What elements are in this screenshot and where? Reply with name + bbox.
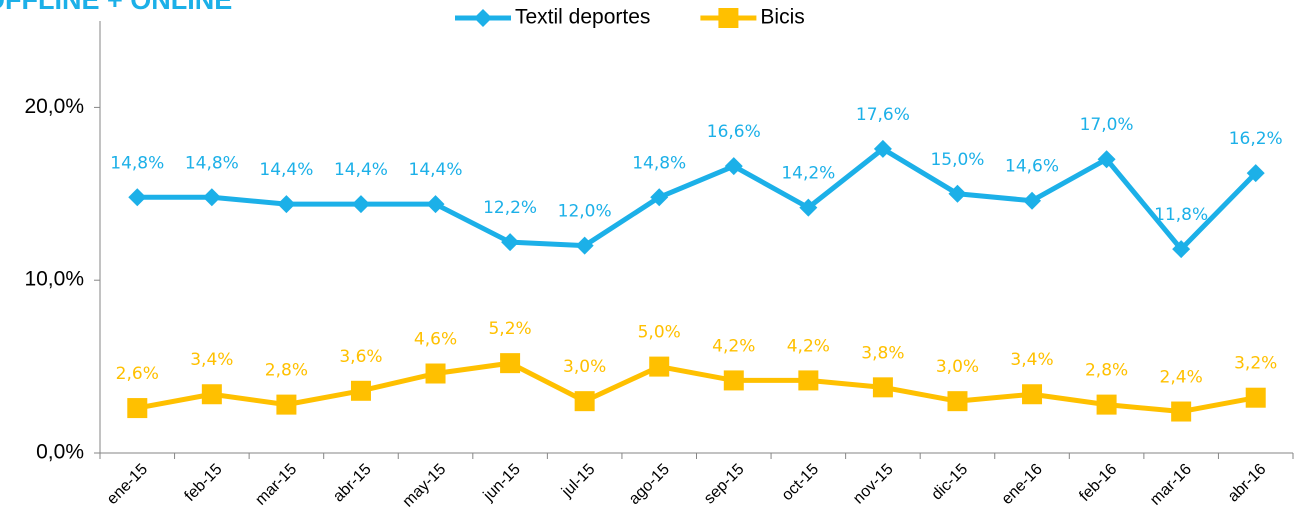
x-tick-label: sep-15: [701, 461, 748, 508]
data-label: 5,0%: [638, 323, 681, 343]
data-label: 14,2%: [781, 164, 835, 184]
square-marker: [872, 377, 893, 398]
legend-label: Bicis: [760, 6, 804, 29]
chart-title: OFFLINE + ONLINE: [0, 0, 232, 15]
square-marker: [127, 398, 148, 419]
data-label: 14,8%: [110, 153, 164, 173]
data-label: 14,4%: [259, 160, 313, 180]
data-label: 3,4%: [1010, 350, 1053, 370]
data-label: 2,8%: [1085, 361, 1128, 381]
square-marker: [718, 8, 739, 28]
data-label: 16,2%: [1229, 129, 1283, 149]
square-marker: [947, 391, 968, 412]
series-line: [136, 360, 1257, 415]
diamond-marker: [351, 195, 370, 214]
diamond-marker: [724, 157, 743, 176]
data-label: 4,6%: [414, 330, 457, 350]
series-line: [137, 146, 1258, 252]
data-label: 14,6%: [1005, 157, 1059, 177]
data-label: 17,0%: [1080, 115, 1134, 135]
x-tick-label: abr-15: [330, 461, 375, 506]
diamond-marker: [128, 188, 147, 207]
data-label: 3,0%: [936, 357, 979, 377]
data-label: 14,8%: [632, 153, 686, 173]
x-tick-label: nov-15: [850, 461, 897, 508]
y-tick-label: 20,0%: [24, 95, 84, 118]
diamond-marker: [575, 236, 594, 255]
y-tick-label: 0,0%: [36, 441, 84, 464]
data-label: 11,8%: [1154, 205, 1208, 225]
x-tick-label: may-15: [400, 461, 450, 511]
square-marker: [798, 370, 819, 391]
diamond-marker: [799, 198, 818, 217]
x-tick-label: jun-15: [480, 461, 524, 505]
diamond-marker: [873, 139, 892, 158]
x-tick-label: ago-15: [626, 461, 673, 508]
diamond-marker: [650, 188, 669, 207]
data-label: 12,2%: [483, 198, 537, 218]
diamond-marker: [426, 195, 445, 214]
data-label: 3,6%: [339, 347, 382, 367]
x-tick-label: ene-16: [999, 461, 1046, 508]
diamond-marker: [948, 184, 967, 203]
data-label: 15,0%: [930, 150, 984, 170]
square-marker: [574, 391, 595, 412]
data-label: 3,8%: [861, 343, 904, 363]
square-marker: [201, 384, 222, 405]
x-tick-label: ene-15: [104, 461, 151, 508]
data-label: 3,2%: [1234, 354, 1277, 374]
diamond-marker: [1023, 191, 1042, 210]
data-label: 5,2%: [488, 319, 531, 339]
square-marker: [649, 356, 670, 377]
x-tick-label: abr-16: [1225, 461, 1270, 506]
data-label: 4,2%: [712, 336, 755, 356]
data-label: 2,6%: [116, 364, 159, 384]
square-marker: [1245, 387, 1266, 408]
x-tick-label: dic-15: [928, 461, 971, 504]
data-label: 14,4%: [334, 160, 388, 180]
x-tick-label: mar-15: [252, 461, 300, 509]
y-tick-label: 10,0%: [24, 268, 84, 291]
x-tick-label: oct-15: [779, 461, 823, 505]
diamond-marker: [1246, 164, 1265, 183]
square-marker: [1022, 384, 1043, 405]
data-label: 2,8%: [265, 361, 308, 381]
diamond-marker: [474, 9, 492, 27]
diamond-marker: [1172, 240, 1191, 259]
legend-label: Textil deportes: [515, 6, 650, 29]
data-label: 14,4%: [409, 160, 463, 180]
x-tick-label: mar-16: [1147, 461, 1195, 509]
data-label: 2,4%: [1160, 368, 1203, 388]
data-label: 14,8%: [185, 153, 239, 173]
diamond-marker: [277, 195, 296, 214]
square-marker: [1171, 401, 1192, 422]
diamond-marker: [501, 233, 520, 252]
square-marker: [500, 353, 521, 374]
x-tick-label: feb-15: [182, 461, 226, 505]
data-label: 3,0%: [563, 357, 606, 377]
x-tick-label: feb-16: [1076, 461, 1120, 505]
square-marker: [350, 380, 371, 401]
data-label: 4,2%: [787, 336, 830, 356]
diamond-marker: [202, 188, 221, 207]
data-label: 16,6%: [707, 122, 761, 142]
square-marker: [1096, 394, 1117, 415]
data-label: 3,4%: [190, 350, 233, 370]
square-marker: [425, 363, 446, 384]
x-tick-label: jul-15: [558, 461, 598, 501]
diamond-marker: [1097, 150, 1116, 169]
data-label: 12,0%: [558, 202, 612, 222]
data-label: 17,6%: [856, 105, 910, 125]
square-marker: [276, 394, 297, 415]
square-marker: [723, 370, 744, 391]
